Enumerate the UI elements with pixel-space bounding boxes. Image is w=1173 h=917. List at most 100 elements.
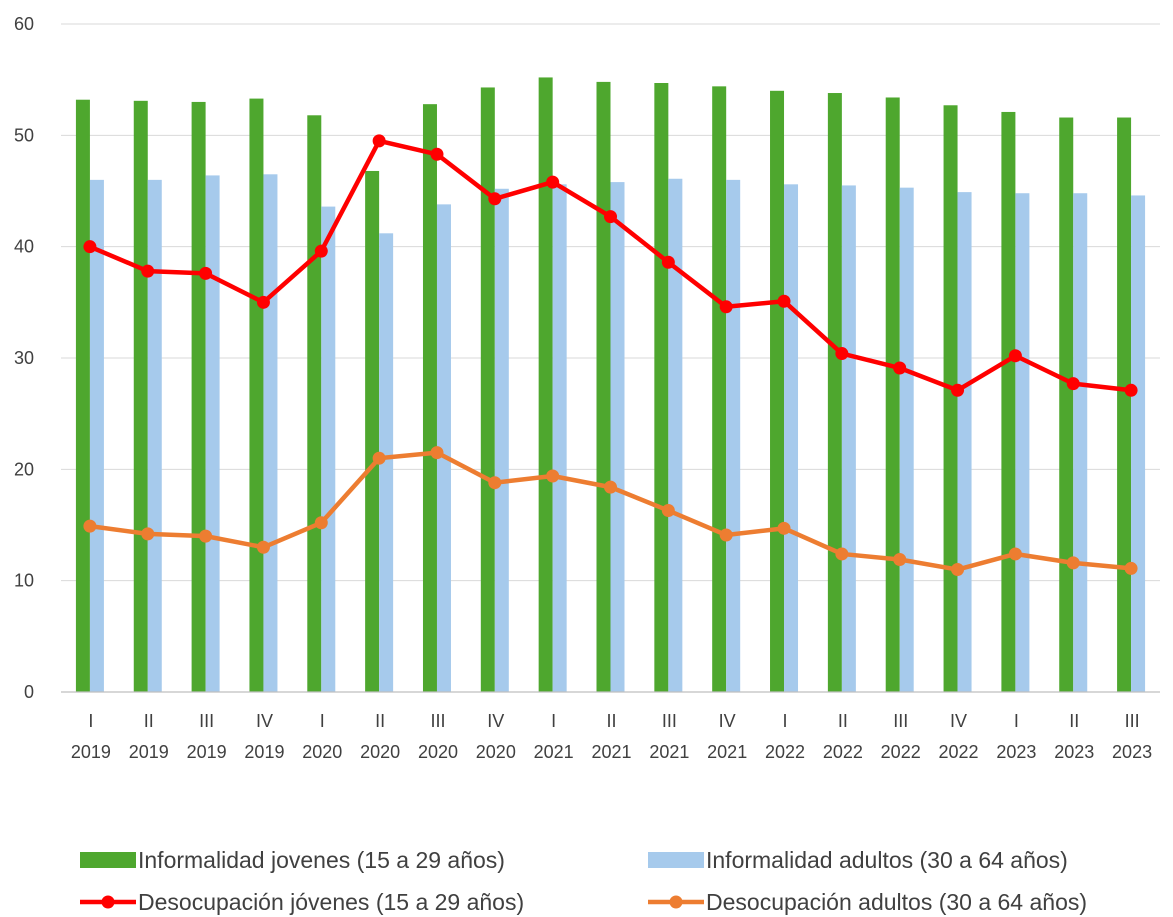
data-point [372,451,386,465]
data-point [661,504,675,518]
data-point [372,134,386,148]
bar [365,170,380,692]
x-tick-label: I 2019 [71,711,111,762]
y-tick-label: 40 [14,237,34,257]
bar [89,179,104,692]
x-tick-label: I 2020 [302,711,342,762]
legend-swatch [80,852,136,868]
bar [1131,195,1146,692]
y-tick-label: 30 [14,348,34,368]
data-point [777,294,791,308]
data-point [488,192,502,206]
data-point [546,469,560,483]
data-point [1008,349,1022,363]
x-tick-label: IV 2020 [476,711,516,762]
data-point [314,244,328,258]
data-point [430,147,444,161]
bar [480,87,495,692]
bar [943,105,958,693]
data-point [661,255,675,269]
data-point [1124,561,1138,575]
data-point [1066,377,1080,391]
bars [75,77,1146,693]
legend-marker [101,895,115,909]
data-point [199,529,213,543]
bar [147,179,162,692]
data-point [83,240,97,254]
data-point [83,519,97,533]
data-point [1066,556,1080,570]
bar [784,184,799,692]
data-point [951,563,965,577]
bar [596,81,611,693]
bar [957,192,972,692]
data-point [256,540,270,554]
x-tick-label: III 2020 [418,711,458,762]
y-tick-label: 0 [24,682,34,702]
x-tick-label: III 2023 [1112,711,1152,762]
data-point [1008,547,1022,561]
bar [610,182,625,693]
bar [1117,117,1132,692]
x-tick-label: IV 2021 [707,711,747,762]
x-tick-label: I 2022 [765,711,805,762]
x-tick-label: I 2021 [534,711,574,762]
bar [436,204,451,693]
bar [712,86,727,692]
y-tick-label: 10 [14,571,34,591]
legend-label: Desocupación adultos (30 a 64 años) [706,889,1087,915]
data-point [951,383,965,397]
bar [191,101,206,692]
y-tick-label: 20 [14,459,34,479]
y-tick-label: 50 [14,125,34,145]
bar [379,233,394,692]
x-tick-label: II 2022 [823,711,863,762]
bar [726,179,741,692]
bar [205,175,220,692]
x-tick-label: III 2021 [649,711,689,762]
legend-marker [669,895,683,909]
legend-label: Desocupación jóvenes (15 a 29 años) [138,889,524,915]
data-point [488,476,502,490]
legend-label: Informalidad jovenes (15 a 29 años) [138,847,505,873]
bar [538,77,553,692]
x-tick-label: II 2021 [591,711,631,762]
x-tick-label: II 2020 [360,711,400,762]
bar [1059,117,1074,692]
bar [307,115,322,692]
data-point [546,175,560,189]
data-point [314,516,328,530]
bar [827,93,842,692]
bar [422,104,437,692]
data-point [604,210,617,224]
data-point [1124,383,1138,397]
bar [899,187,914,692]
data-point [835,547,849,561]
data-point [430,446,444,460]
x-tick-label: IV 2022 [939,711,979,762]
bar [841,185,856,692]
legend-swatch [648,852,704,868]
axes: 0 10 20 30 40 50 60 I 2019 II 2019 III 2019 IV 2019 I 20… [14,14,1160,762]
bar [494,188,509,693]
x-tick-label: III 2019 [187,711,227,762]
bar [75,99,90,692]
legend-label: Informalidad adultos (30 a 64 años) [706,847,1068,873]
bar [654,83,669,693]
data-point [604,480,617,494]
data-point [719,300,733,314]
data-point [835,347,849,361]
data-point [199,266,213,280]
data-point [141,527,155,541]
x-tick-label: III 2022 [881,711,921,762]
bar [770,90,785,693]
legend: Informalidad jovenes (15 a 29 años) Infor… [80,847,1087,915]
x-tick-label: I 2023 [996,711,1036,762]
bar [552,184,567,692]
bar [1015,193,1030,692]
bar [1073,193,1088,692]
data-point [719,528,733,542]
bar [263,174,278,693]
data-point [893,553,907,567]
bar [249,98,264,693]
